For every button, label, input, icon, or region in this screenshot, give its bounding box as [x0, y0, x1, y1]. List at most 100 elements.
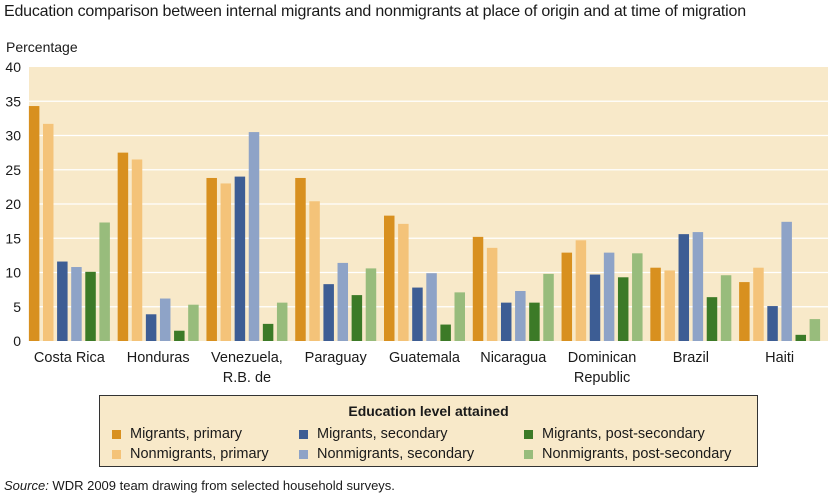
y-tick-label: 20 — [5, 196, 21, 212]
bar — [398, 223, 409, 341]
bar — [664, 270, 675, 341]
x-tick-label: Brazil — [673, 350, 709, 366]
legend-label: Nonmigrants, secondary — [317, 446, 475, 462]
bar — [706, 297, 718, 341]
x-tick-label: Paraguay — [305, 350, 368, 366]
bar — [739, 282, 750, 341]
bar-chart: 0 5 10 15 20 25 30 35 40 Costa Rica Honduras Venez… — [5, 59, 828, 386]
y-tick-label: 40 — [5, 59, 21, 75]
bar — [515, 290, 526, 341]
legend: Education level attained Migrants, prima… — [99, 395, 758, 467]
bar — [71, 267, 82, 341]
bar — [678, 234, 690, 341]
bar — [159, 298, 171, 341]
bar — [500, 302, 512, 341]
legend-swatch — [299, 429, 308, 439]
x-tick-label: Venezuela, — [211, 350, 283, 366]
bar — [365, 268, 377, 341]
bar — [589, 274, 601, 341]
bar — [561, 252, 573, 341]
legend-item-nonmigrants-primary: Nonmigrants, primary — [112, 446, 269, 462]
bar — [412, 287, 423, 341]
bar — [174, 330, 185, 341]
bar — [295, 177, 306, 341]
x-tick-labels: Costa Rica Honduras Venezuela, R.B. de Parag… — [34, 350, 794, 386]
bar — [781, 221, 792, 341]
y-tick-label: 35 — [5, 93, 21, 109]
bar — [28, 106, 40, 341]
bar — [603, 252, 615, 341]
bar — [145, 314, 157, 341]
source-label: Source: — [4, 478, 49, 493]
bar — [42, 123, 54, 341]
legend-swatch — [112, 449, 121, 459]
bar — [809, 319, 821, 341]
legend-item-migrants-secondary: Migrants, secondary — [299, 426, 448, 442]
x-tick-label: Nicaragua — [480, 350, 547, 366]
x-tick-label: Haiti — [765, 350, 794, 366]
bar — [188, 304, 199, 341]
bar — [617, 277, 629, 341]
y-axis-label: Percentage — [6, 39, 78, 55]
bar — [248, 132, 260, 341]
y-tick-label: 30 — [5, 128, 21, 144]
legend-item-nonmigrants-post-secondary: Nonmigrants, post-secondary — [524, 446, 731, 462]
bar — [57, 261, 68, 341]
source-note: Source: WDR 2009 team drawing from selec… — [4, 478, 395, 493]
bar — [650, 267, 661, 341]
legend-item-migrants-post-secondary: Migrants, post-secondary — [524, 426, 705, 442]
bar — [753, 267, 764, 341]
y-tick-label: 0 — [13, 333, 21, 349]
legend-item-nonmigrants-secondary: Nonmigrants, secondary — [299, 446, 474, 462]
bars — [28, 106, 821, 341]
legend-swatch — [299, 449, 308, 459]
legend-label: Migrants, secondary — [317, 426, 448, 442]
bar — [632, 253, 643, 341]
bar — [99, 222, 110, 341]
y-tick-label: 5 — [13, 299, 21, 315]
bar — [220, 183, 232, 341]
bar — [131, 159, 143, 341]
bar — [117, 152, 129, 341]
bar — [234, 176, 246, 341]
gridlines — [29, 100, 828, 308]
bar — [692, 232, 704, 341]
x-tick-label: Dominican — [568, 350, 637, 366]
bar — [337, 262, 349, 341]
bar — [384, 215, 395, 341]
bar — [426, 273, 437, 341]
legend-item-migrants-primary: Migrants, primary — [112, 426, 242, 442]
bar — [575, 240, 587, 341]
bar — [454, 292, 465, 341]
y-tick-label: 10 — [5, 265, 21, 281]
legend-label: Nonmigrants, primary — [130, 446, 269, 462]
bar — [276, 302, 288, 341]
y-tick-labels: 0 5 10 15 20 25 30 35 40 — [5, 59, 21, 349]
legend-label: Migrants, primary — [130, 426, 242, 442]
x-tick-label: Costa Rica — [34, 350, 106, 366]
bar — [795, 334, 807, 341]
chart-title: Education comparison between internal mi… — [4, 3, 746, 20]
legend-label: Nonmigrants, post-secondary — [542, 446, 732, 462]
legend-title: Education level attained — [348, 403, 509, 419]
bar — [720, 275, 732, 341]
bar — [85, 271, 96, 341]
bar — [529, 302, 540, 341]
x-tick-label: Guatemala — [389, 350, 461, 366]
x-tick-label: R.B. de — [223, 370, 271, 386]
bar — [767, 306, 778, 341]
legend-label: Migrants, post-secondary — [542, 426, 705, 442]
legend-swatch — [524, 449, 533, 459]
bar — [440, 324, 451, 341]
bar — [472, 236, 484, 341]
y-tick-label: 25 — [5, 162, 21, 178]
bar — [323, 284, 334, 341]
bar — [309, 201, 320, 341]
x-tick-label: Republic — [574, 370, 630, 386]
legend-swatch — [112, 429, 121, 439]
bar — [262, 323, 274, 341]
bar — [351, 295, 363, 341]
x-tick-label: Honduras — [127, 350, 190, 366]
y-tick-label: 15 — [5, 230, 21, 246]
bar — [543, 273, 554, 341]
